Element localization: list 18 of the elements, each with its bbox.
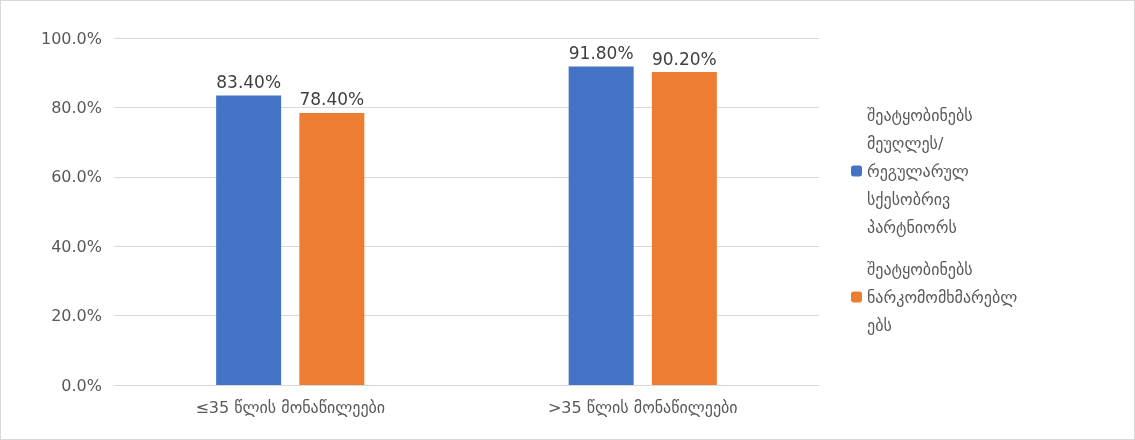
y-tick-label: 60.0% xyxy=(51,167,102,187)
bar xyxy=(568,66,634,385)
x-tick-label: >35 წლის მონაწილეები xyxy=(547,397,738,417)
data-label: 83.40% xyxy=(216,72,282,93)
y-tick-label: 80.0% xyxy=(51,97,102,117)
bar xyxy=(651,72,717,385)
data-label: 78.40% xyxy=(299,89,365,110)
y-tick-label: 0.0% xyxy=(61,375,102,395)
y-tick-label: 100.0% xyxy=(40,28,102,48)
y-tick-label: 20.0% xyxy=(51,306,102,326)
data-label: 90.20% xyxy=(651,48,717,69)
x-tick-label: ≤35 წლის მონაწილეები xyxy=(195,397,386,417)
legend-label: შეატყობინებს მეუღლეს/რეგულარულ სქესობრივ პარტნიორს xyxy=(867,105,978,237)
bar xyxy=(299,112,365,385)
bar xyxy=(216,95,282,385)
data-label: 91.80% xyxy=(568,42,634,63)
y-tick-label: 40.0% xyxy=(51,236,102,256)
legend-label: შეატყობინებს ნარკომომხმარებლებს xyxy=(867,259,1018,335)
